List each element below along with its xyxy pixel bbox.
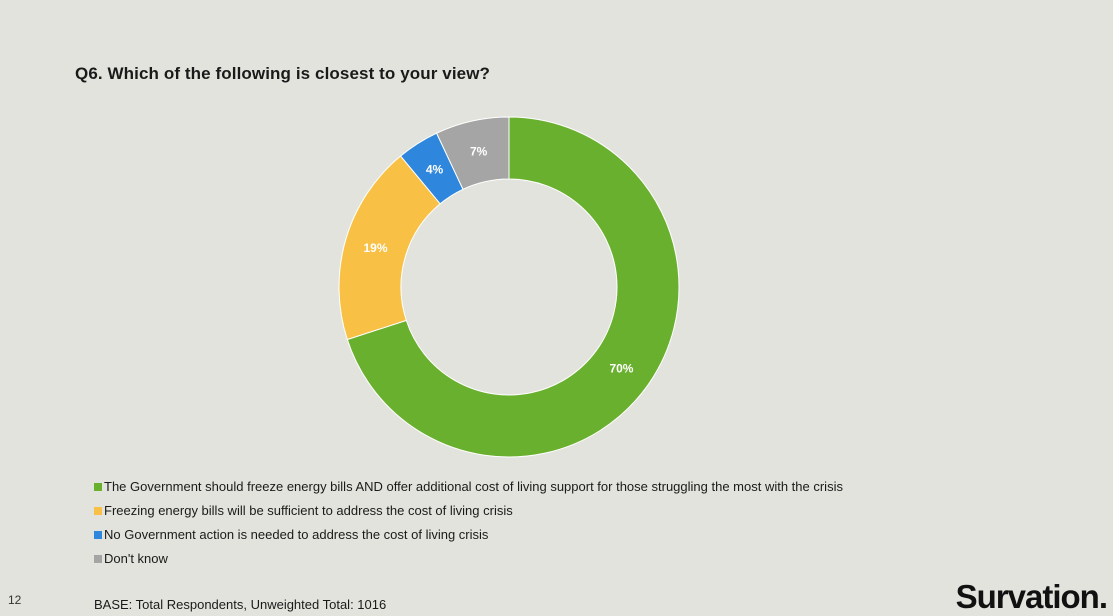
legend-label-2: No Government action is needed to addres… [104,527,489,542]
legend-swatch-2 [94,531,102,539]
legend-swatch-3 [94,555,102,563]
chart-title: Q6. Which of the following is closest to… [75,64,491,83]
slice-label-2: 4% [426,163,444,177]
legend-item-1: Freezing energy bills will be sufficient… [94,499,843,523]
legend-item-3: Don't know [94,547,843,571]
slice-label-3: 7% [470,144,488,158]
legend: The Government should freeze energy bill… [94,475,843,571]
donut-slice-3 [435,116,510,190]
survation-logo: Survation. [955,578,1108,615]
donut-slice-0 [346,116,680,458]
legend-swatch-0 [94,483,102,491]
legend-label-0: The Government should freeze energy bill… [104,479,843,494]
legend-item-0: The Government should freeze energy bill… [94,475,843,499]
slice-label-1: 19% [364,241,388,255]
page-number: 12 [8,593,22,607]
slice-label-0: 70% [609,362,633,376]
base-note: BASE: Total Respondents, Unweighted Tota… [94,597,387,612]
legend-swatch-1 [94,507,102,515]
legend-item-2: No Government action is needed to addres… [94,523,843,547]
legend-label-3: Don't know [104,551,168,566]
legend-label-1: Freezing energy bills will be sufficient… [104,503,513,518]
